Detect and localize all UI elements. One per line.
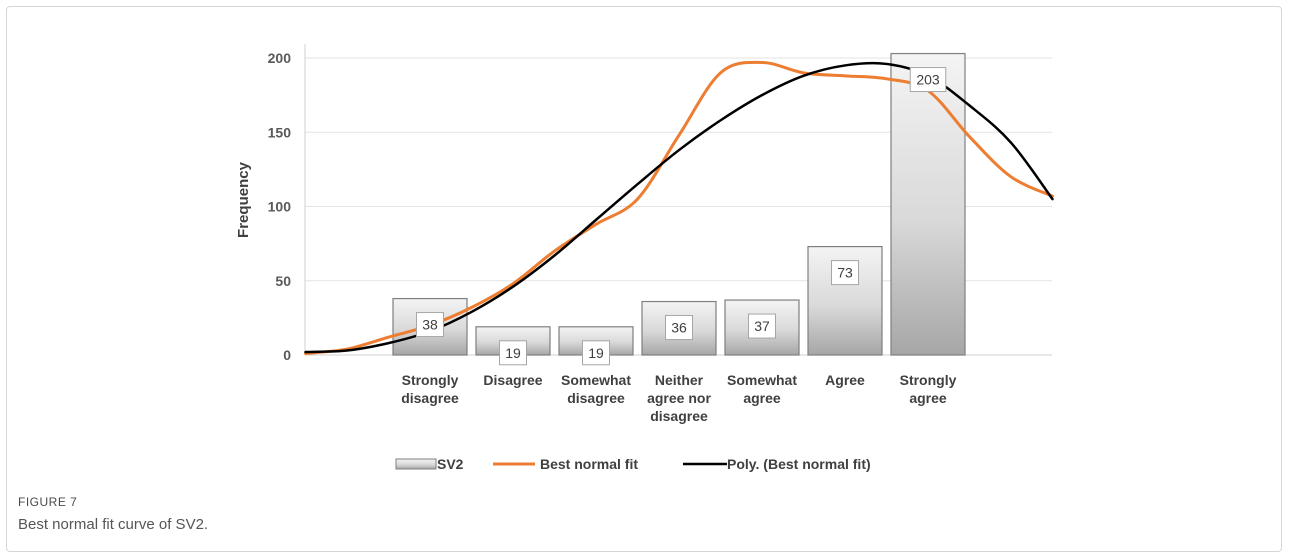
x-category-label-5: Agree — [825, 372, 865, 388]
data-label-4: 37 — [748, 313, 776, 339]
y-tick-label-200: 200 — [268, 50, 292, 66]
data-label-text-3: 36 — [671, 320, 687, 336]
data-label-2: 19 — [582, 340, 610, 366]
data-label-5: 73 — [831, 260, 859, 286]
y-tick-label-50: 50 — [275, 273, 291, 289]
x-category-label-2: Somewhat disagree — [561, 372, 631, 406]
legend-swatch-sv2 — [395, 458, 437, 470]
y-tick-label-0: 0 — [283, 347, 291, 363]
x-category-label-1: Disagree — [483, 372, 542, 388]
x-category-label-6: Strongly agree — [900, 372, 957, 406]
data-label-6: 203 — [909, 67, 947, 93]
legend-label-sv2: SV2 — [437, 456, 464, 472]
data-label-text-4: 37 — [754, 318, 770, 334]
legend-item-poly-fit: Poly. (Best normal fit) — [683, 456, 871, 472]
x-category-label-0: Strongly disagree — [401, 372, 459, 406]
data-label-text-6: 203 — [916, 72, 940, 88]
y-tick-label-150: 150 — [268, 124, 292, 140]
legend: SV2 Best normal fit Poly. (Best normal f… — [395, 456, 871, 472]
data-label-box-2 — [582, 340, 610, 366]
x-axis-categories: Strongly disagree Disagree Somewhat disagree… — [401, 372, 956, 424]
data-labels: 38 19 19 36 37 73 203 — [416, 67, 947, 366]
data-label-text-1: 19 — [505, 345, 521, 361]
data-label-1: 19 — [499, 340, 527, 366]
data-label-box-0 — [416, 312, 444, 338]
bar-6 — [890, 52, 966, 356]
y-axis-ticks: 0 50 100 150 200 — [268, 50, 292, 363]
data-label-3: 36 — [665, 315, 693, 341]
chart: 0 50 100 150 200 Frequency 38 19 19 36 37 73 203 S… — [235, 44, 1054, 472]
data-label-text-2: 19 — [588, 345, 604, 361]
legend-label-poly-fit: Poly. (Best normal fit) — [727, 456, 871, 472]
data-label-box-1 — [499, 340, 527, 366]
figure-frame — [6, 6, 1282, 552]
figure-label: FIGURE 7 — [18, 495, 78, 509]
y-axis-title: Frequency — [235, 161, 252, 238]
data-label-box-3 — [665, 315, 693, 341]
legend-label-best-normal-fit: Best normal fit — [540, 456, 638, 472]
data-label-0: 38 — [416, 312, 444, 338]
data-label-text-5: 73 — [837, 265, 853, 281]
legend-item-sv2: SV2 — [395, 456, 464, 472]
x-category-label-4: Somewhat agree — [727, 372, 797, 406]
data-label-box-5 — [831, 260, 859, 286]
data-label-text-0: 38 — [422, 317, 438, 333]
x-category-label-3: Neither agree nor disagree — [647, 372, 711, 424]
y-tick-label-100: 100 — [268, 199, 292, 215]
legend-item-best-normal-fit: Best normal fit — [493, 456, 638, 472]
figure-caption: Best normal fit curve of SV2. — [18, 516, 209, 533]
data-label-box-6 — [909, 67, 947, 93]
bars — [392, 52, 966, 356]
data-label-box-4 — [748, 313, 776, 339]
